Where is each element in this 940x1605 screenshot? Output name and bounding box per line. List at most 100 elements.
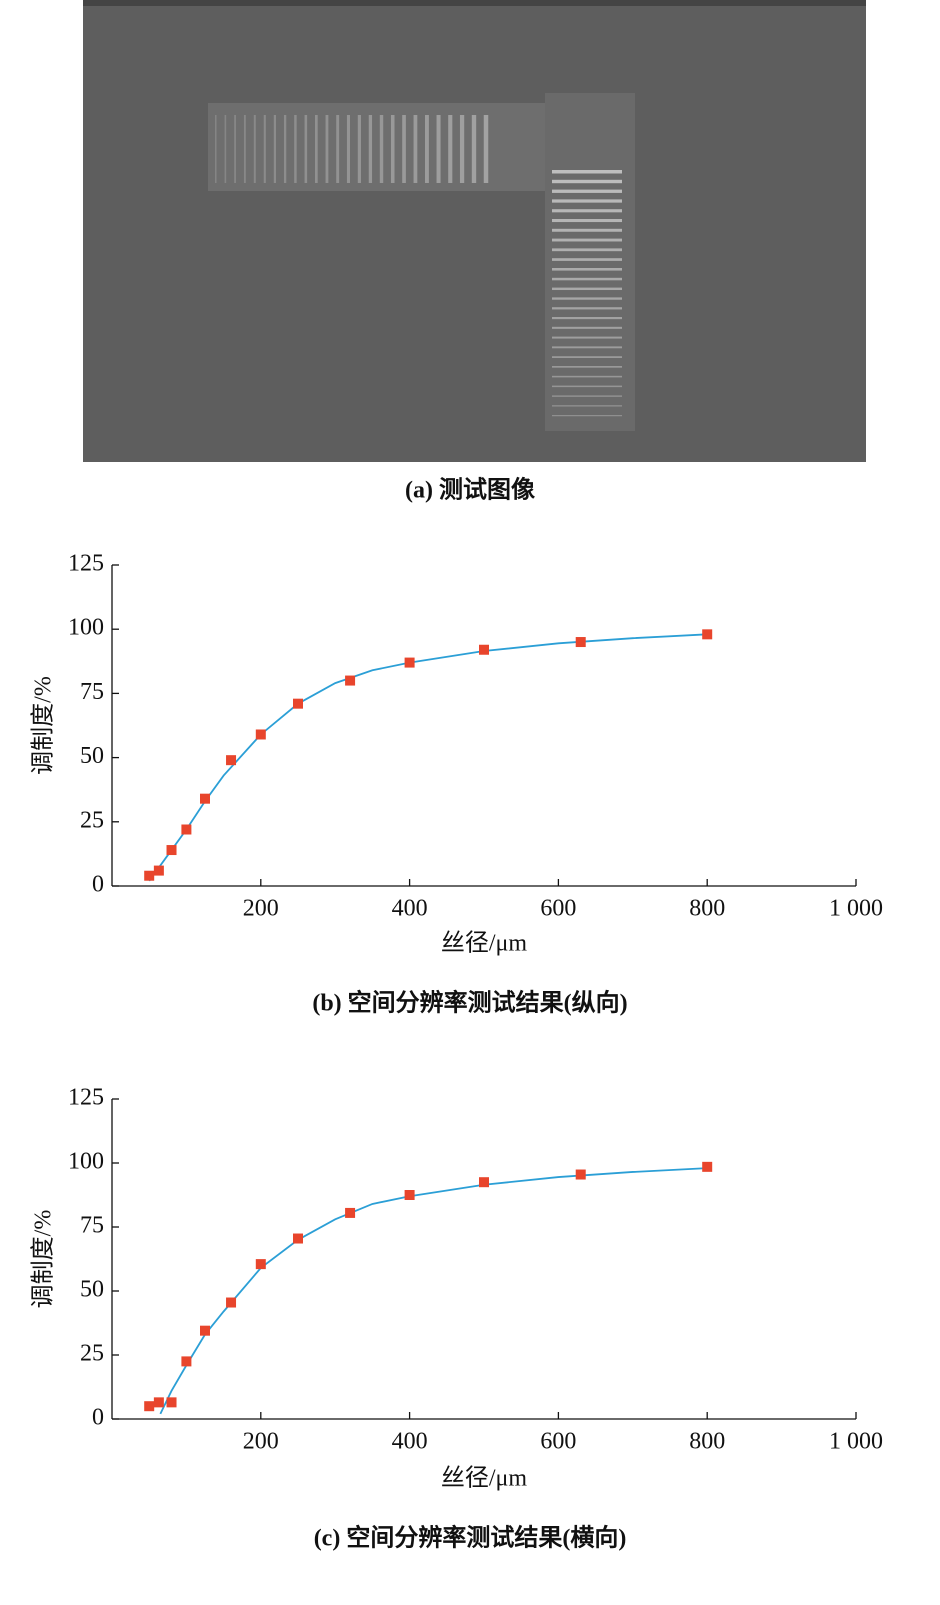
target-bar [224, 115, 227, 183]
y-tick-label: 50 [80, 743, 104, 769]
data-point [255, 729, 266, 740]
data-point [226, 755, 237, 766]
data-point [479, 1177, 489, 1188]
y-tick-label: 25 [80, 807, 104, 833]
test-image [83, 0, 866, 462]
target-bar [552, 179, 622, 184]
data-point [144, 870, 155, 881]
x-axis-label: 丝径/μm [441, 1465, 528, 1492]
data-point [226, 1297, 237, 1308]
data-point [144, 1401, 155, 1412]
target-bar [413, 115, 418, 183]
data-point [200, 793, 210, 804]
target-bar [379, 115, 384, 183]
target-bar [368, 115, 373, 183]
data-point [166, 845, 177, 856]
data-point [255, 1259, 266, 1270]
y-tick-label: 0 [92, 1405, 104, 1431]
target-bar [273, 115, 277, 183]
target-bar [552, 287, 622, 291]
target-bar [283, 115, 287, 183]
image-background [83, 0, 866, 462]
target-bar [294, 115, 297, 183]
target-bar [552, 219, 622, 223]
target-bar [552, 375, 622, 378]
y-tick-label: 100 [68, 1149, 104, 1175]
target-bar [234, 115, 236, 183]
target-bar [390, 115, 395, 183]
target-bar [552, 268, 622, 271]
target-bar [346, 115, 351, 183]
y-tick-label: 50 [80, 1277, 104, 1303]
x-tick-label: 600 [540, 896, 576, 922]
target-bar [552, 277, 622, 281]
target-bar [304, 115, 308, 183]
horizontal-target [208, 103, 548, 191]
data-point [293, 1233, 303, 1244]
target-bar [336, 115, 340, 183]
target-bar [552, 366, 622, 368]
x-tick-label: 800 [689, 1429, 725, 1455]
target-bar [471, 115, 477, 183]
target-bar [552, 346, 622, 349]
y-tick-label: 100 [68, 615, 104, 641]
data-point [702, 629, 713, 640]
data-point [153, 1397, 164, 1408]
data-point [153, 865, 164, 876]
data-point [166, 1397, 177, 1408]
data-point [345, 675, 356, 686]
chart-caption: (c) 空间分辨率测试结果(横向) [314, 1524, 627, 1552]
target-bar [552, 405, 622, 407]
target-bar [552, 199, 622, 203]
target-bar [315, 115, 318, 183]
y-axis-label: 调制度/% [30, 1210, 57, 1309]
target-bar [459, 115, 465, 183]
image-edge [83, 0, 866, 6]
image-caption: (a) 测试图像 [405, 477, 536, 504]
target-bar [552, 297, 622, 300]
data-point [479, 644, 489, 655]
chart-caption: (b) 空间分辨率测试结果(纵向) [312, 989, 627, 1017]
y-tick-label: 75 [80, 679, 104, 705]
target-bar [552, 248, 622, 252]
data-point [181, 1356, 192, 1367]
y-tick-label: 25 [80, 1341, 104, 1367]
target-bar [215, 115, 217, 183]
target-bar [552, 415, 622, 417]
y-tick-label: 0 [92, 872, 104, 898]
target-bar [253, 115, 256, 183]
data-point [345, 1207, 356, 1218]
x-tick-label: 1 000 [829, 1429, 883, 1455]
target-bar [552, 307, 622, 310]
x-tick-label: 800 [689, 896, 725, 922]
target-bar [552, 258, 622, 261]
target-bar [552, 336, 622, 339]
data-point [200, 1325, 210, 1336]
x-tick-label: 400 [392, 896, 428, 922]
target-bar [552, 395, 622, 397]
x-tick-label: 400 [392, 1429, 428, 1455]
fit-curve [159, 1167, 708, 1415]
y-axis-label: 调制度/% [30, 676, 57, 775]
vertical-target [545, 93, 635, 431]
x-tick-label: 600 [540, 1429, 576, 1455]
target-bar [448, 115, 453, 183]
target-bar [552, 385, 622, 388]
target-bar [402, 115, 406, 183]
data-point [181, 824, 192, 835]
y-tick-label: 125 [68, 551, 104, 577]
data-point [404, 1190, 415, 1200]
target-bar [263, 115, 266, 183]
target-bar [483, 115, 489, 183]
target-bar [552, 170, 622, 174]
data-point [575, 1169, 586, 1180]
data-point [702, 1161, 713, 1172]
y-tick-label: 125 [68, 1085, 104, 1111]
x-tick-label: 200 [243, 1429, 279, 1455]
data-point [404, 657, 415, 668]
target-bar [425, 115, 429, 183]
target-bar [552, 317, 622, 320]
y-tick-label: 75 [80, 1213, 104, 1239]
